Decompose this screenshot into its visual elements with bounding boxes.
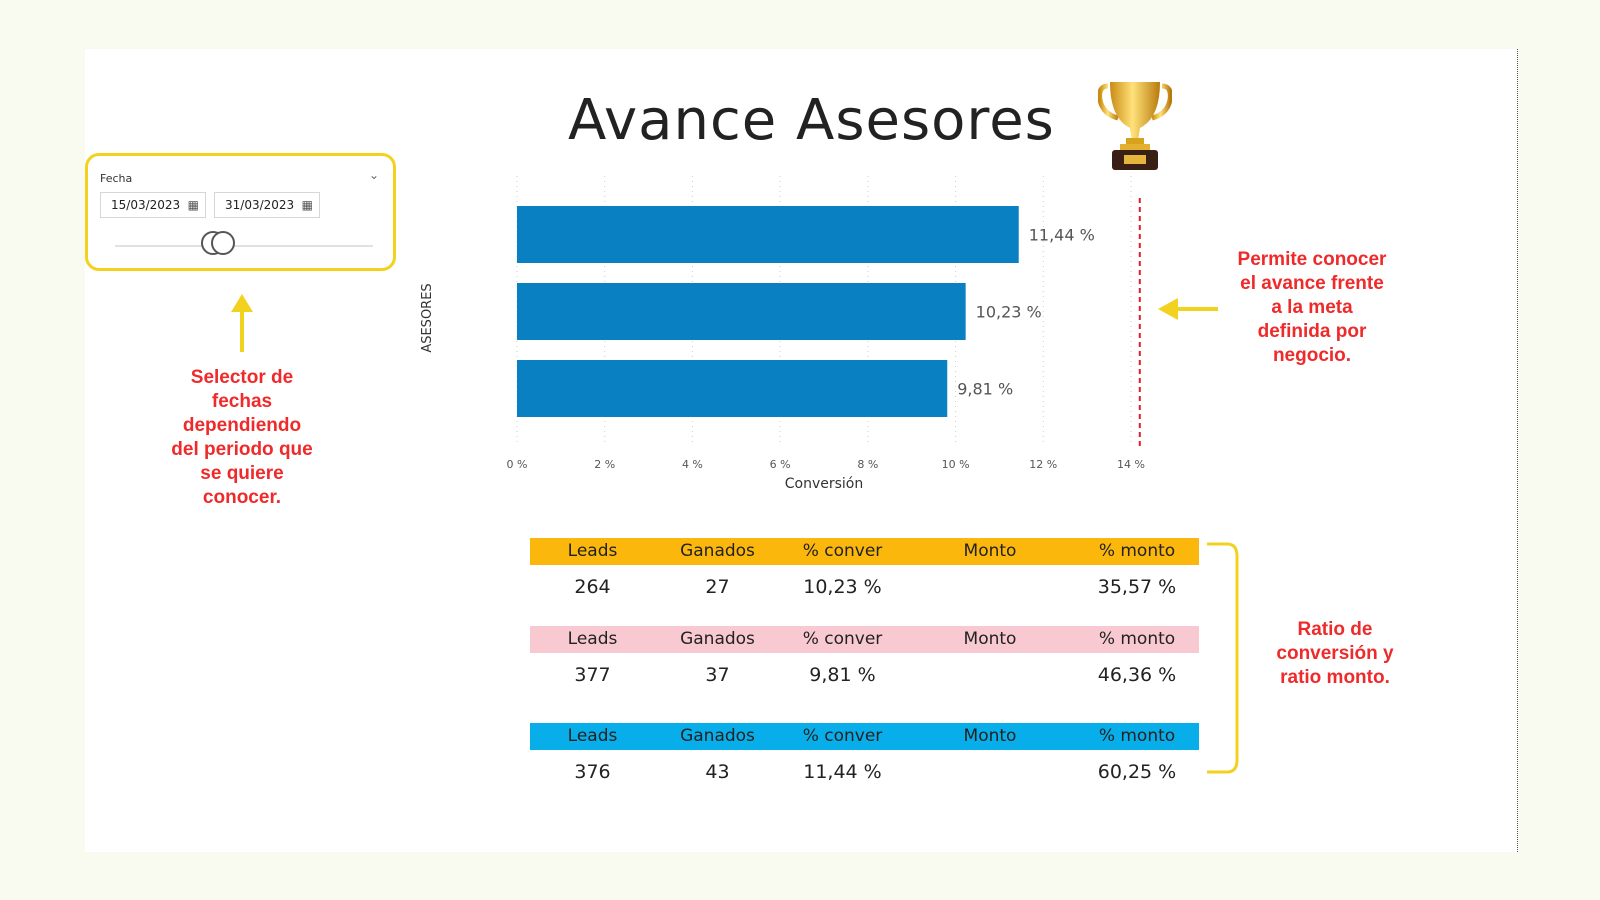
table-value-cell: 376 — [574, 761, 611, 783]
metrics-table: Leads Ganados % conver Monto % monto 376 43 11,… — [530, 723, 1199, 793]
x-tick-label: 10 % — [942, 458, 970, 471]
calendar-icon[interactable]: ▦ — [187, 198, 199, 212]
end-date-input[interactable]: 31/03/2023 ▦ — [214, 192, 320, 218]
x-tick-label: 0 % — [507, 458, 528, 471]
goal-annotation: Permite conocer el avance frente a la me… — [1237, 249, 1387, 366]
table-value-cell: 10,23 % — [803, 576, 882, 598]
calendar-icon[interactable]: ▦ — [301, 198, 313, 212]
table-value-cell: 11,44 % — [803, 761, 882, 783]
table-value-cell: 377 — [574, 664, 611, 686]
bar-data-label: 11,44 % — [1029, 226, 1095, 245]
chart-x-ticks: 0 % 2 % 4 % 6 % 8 % 10 % 12 % 14 % — [507, 458, 1145, 471]
table-value-cell: 60,25 % — [1097, 761, 1177, 783]
slicer-label: Fecha — [100, 172, 133, 185]
chart-bars — [517, 206, 1019, 417]
bar[interactable] — [517, 360, 948, 417]
range-end-handle[interactable] — [211, 231, 236, 255]
end-date-value: 31/03/2023 — [225, 198, 295, 212]
table-header-cell: Leads — [567, 726, 618, 746]
x-tick-label: 4 % — [682, 458, 703, 471]
table-header-cell: Leads — [567, 629, 618, 649]
table-header-cell: Monto — [963, 726, 1017, 746]
table-header-cell: Leads — [567, 541, 618, 561]
x-axis-label: Conversión — [785, 476, 864, 492]
page-title: Avance Asesores — [568, 88, 1055, 153]
x-tick-label: 6 % — [770, 458, 791, 471]
table-header-cell: Ganados — [680, 726, 755, 746]
page-edge-divider — [1517, 49, 1518, 852]
start-date-value: 15/03/2023 — [111, 198, 181, 212]
chevron-down-icon[interactable]: ⌄ — [368, 168, 379, 182]
table-header-cell: Ganados — [680, 629, 755, 649]
bar-data-label: 9,81 % — [957, 380, 1013, 399]
selector-annotation: Selector de fechas dependiendo del perio… — [171, 367, 313, 508]
y-axis-label: ASESORES — [420, 283, 435, 352]
table-header-row: Leads Ganados % conver Monto % monto — [530, 626, 1199, 653]
table-header-cell: % monto — [1098, 629, 1176, 649]
metrics-table: Leads Ganados % conver Monto % monto 264 27 10,… — [530, 538, 1199, 608]
trophy-icon — [1098, 82, 1172, 170]
x-tick-label: 8 % — [857, 458, 878, 471]
table-header-cell: % conver — [802, 726, 883, 746]
x-tick-label: 12 % — [1029, 458, 1057, 471]
conversion-bar-chart: 11,44 % 10,23 % 9,81 % 0 % 2 % 4 % 6 % 8 % 10 %… — [420, 176, 1145, 492]
table-header-cell: Monto — [963, 629, 1017, 649]
table-header-cell: Monto — [963, 541, 1017, 561]
bar-data-label: 10,23 % — [976, 303, 1042, 322]
table-value-cell: 37 — [705, 664, 730, 686]
table-value-cell: 9,81 % — [809, 664, 876, 686]
date-range-track[interactable] — [115, 245, 373, 247]
x-tick-label: 14 % — [1117, 458, 1145, 471]
bar[interactable] — [517, 206, 1019, 263]
table-header-row: Leads Ganados % conver Monto % monto — [530, 723, 1199, 750]
table-header-cell: % monto — [1098, 726, 1176, 746]
table-header-cell: % conver — [802, 541, 883, 561]
x-tick-label: 2 % — [594, 458, 615, 471]
table-header-row: Leads Ganados % conver Monto % monto — [530, 538, 1199, 565]
table-value-cell: 27 — [705, 576, 730, 598]
table-header-cell: % monto — [1098, 541, 1176, 561]
arrow-left-icon — [1158, 298, 1218, 320]
start-date-input[interactable]: 15/03/2023 ▦ — [100, 192, 206, 218]
metrics-table: Leads Ganados % conver Monto % monto 377 37 9,8… — [530, 626, 1199, 696]
chart-data-labels: 11,44 % 10,23 % 9,81 % — [957, 226, 1095, 399]
date-slicer[interactable]: Fecha ⌄ 15/03/2023 ▦ 31/03/2023 ▦ — [85, 153, 396, 271]
tables-bracket — [1207, 542, 1239, 774]
table-value-cell: 35,57 % — [1097, 576, 1177, 598]
arrow-up-icon — [231, 294, 253, 352]
table-value-cell: 264 — [574, 576, 611, 598]
table-header-cell: Ganados — [680, 541, 755, 561]
table-value-cell: 43 — [705, 761, 730, 783]
bar[interactable] — [517, 283, 966, 340]
ratio-annotation: Ratio de conversión y ratio monto. — [1276, 619, 1394, 688]
table-value-cell: 46,36 % — [1097, 664, 1177, 686]
table-header-cell: % conver — [802, 629, 883, 649]
